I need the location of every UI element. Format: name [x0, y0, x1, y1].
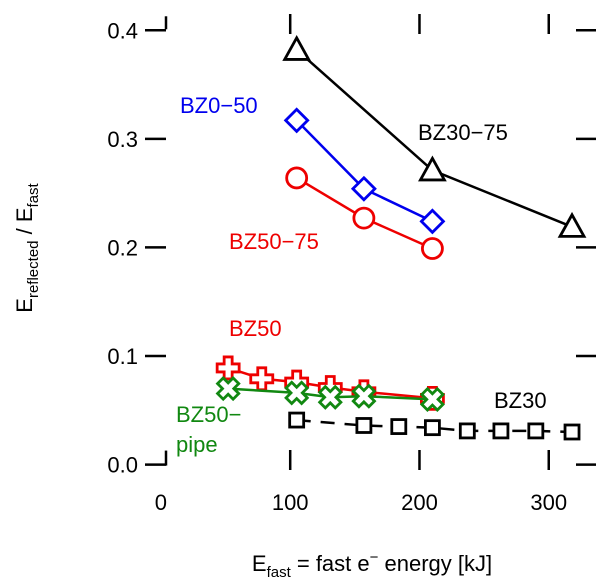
- x-tick-label-2: 200: [401, 490, 438, 515]
- series-labels: BZ30−75 BZ0−50 BZ50−75 BZ50 BZ50− pipe BZ30: [176, 93, 547, 457]
- point-bz50-pipe-3: [351, 383, 377, 409]
- point-bz0-50-2: [419, 208, 446, 235]
- y-tick-label-0: 0.0: [107, 453, 138, 478]
- point-bz50-pipe-4: [419, 386, 445, 413]
- point-bz50-75-1: [352, 206, 376, 230]
- x-tick-label-3: 300: [530, 490, 567, 515]
- point-bz30-6: [527, 422, 545, 440]
- series-label-bz30: BZ30: [494, 388, 547, 413]
- point-bz50-75-0: [285, 166, 309, 190]
- y-tick-label-3: 0.3: [107, 127, 138, 152]
- point-bz50-pipe-1: [284, 380, 310, 406]
- series-group: [215, 34, 587, 441]
- tick-group: 0.0 0.1 0.2 0.3 0.4 0 100 200 300: [107, 14, 596, 515]
- series-label-bz0-50: BZ0−50: [180, 93, 258, 118]
- point-bz30-75-0: [282, 34, 312, 61]
- series-label-bz50: BZ50: [229, 316, 282, 341]
- point-bz30-3: [424, 419, 441, 437]
- point-bz50-1: [249, 366, 275, 392]
- point-bz30-4: [458, 422, 476, 440]
- series-label-bz50-pipe: BZ50− pipe: [176, 402, 241, 457]
- point-bz0-50-0: [283, 107, 310, 134]
- x-tick-label-0: 0: [155, 490, 167, 515]
- series-label-bz50-75: BZ50−75: [229, 229, 319, 254]
- point-bz50-0: [215, 355, 241, 381]
- point-bz50-pipe-2: [317, 384, 343, 410]
- x-axis-title: Efast = fast e− energy [kJ]: [252, 549, 492, 581]
- x-tick-label-1: 100: [272, 490, 309, 515]
- point-bz0-50-1: [350, 175, 377, 202]
- series-line-bz0-50: [295, 119, 433, 223]
- point-bz50-pipe-0: [215, 375, 241, 402]
- point-bz30-75-2: [557, 211, 587, 238]
- point-bz50-75-2: [421, 237, 444, 260]
- point-bz30-5: [492, 422, 510, 440]
- y-tick-label-1: 0.1: [107, 344, 138, 369]
- y-tick-label-2: 0.2: [107, 235, 138, 260]
- y-tick-label-4: 0.4: [107, 18, 138, 43]
- series-label-bz30-75: BZ30−75: [418, 120, 508, 145]
- point-bz30-2: [390, 418, 408, 435]
- point-bz30-7: [563, 423, 581, 441]
- point-bz30-0: [288, 411, 306, 429]
- point-bz30-75-1: [418, 155, 447, 182]
- point-bz30-1: [355, 417, 373, 434]
- y-axis-title: Ereflected / Efast: [12, 182, 42, 312]
